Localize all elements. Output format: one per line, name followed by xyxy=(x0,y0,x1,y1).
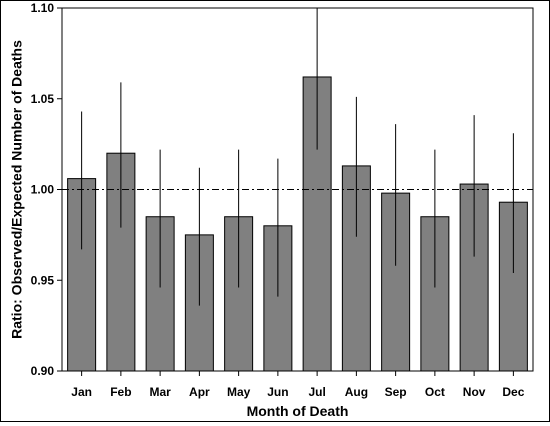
x-tick-label-mar: Mar xyxy=(149,385,171,399)
x-tick-label-jan: Jan xyxy=(71,385,92,399)
x-tick-label-jul: Jul xyxy=(308,385,325,399)
x-axis-ticks: Jan Feb Mar Apr May Jun Jul Aug Sep Oct Nov Dec xyxy=(71,371,525,399)
x-tick-label-aug: Aug xyxy=(345,385,368,399)
y-tick-label: 1.10 xyxy=(31,1,55,15)
x-tick-label-dec: Dec xyxy=(502,385,524,399)
x-tick-label-oct: Oct xyxy=(425,385,445,399)
y-axis-ticks: 0.90 0.95 1.00 1.05 1.10 xyxy=(31,1,62,378)
x-tick-label-may: May xyxy=(227,385,251,399)
x-tick-label-apr: Apr xyxy=(189,385,210,399)
y-tick-label: 0.90 xyxy=(31,364,55,378)
y-axis-title: Ratio: Observed/Expected Number of Death… xyxy=(9,40,25,339)
y-tick-label: 1.05 xyxy=(31,92,55,106)
x-tick-label-sep: Sep xyxy=(385,385,407,399)
y-tick-label: 1.00 xyxy=(31,183,55,197)
x-axis-title: Month of Death xyxy=(247,403,349,419)
bars-layer xyxy=(67,76,528,372)
y-tick-label: 0.95 xyxy=(31,273,55,287)
x-tick-label-feb: Feb xyxy=(110,385,131,399)
x-tick-label-jun: Jun xyxy=(267,385,288,399)
x-tick-label-nov: Nov xyxy=(463,385,486,399)
errors-layer xyxy=(81,8,514,306)
